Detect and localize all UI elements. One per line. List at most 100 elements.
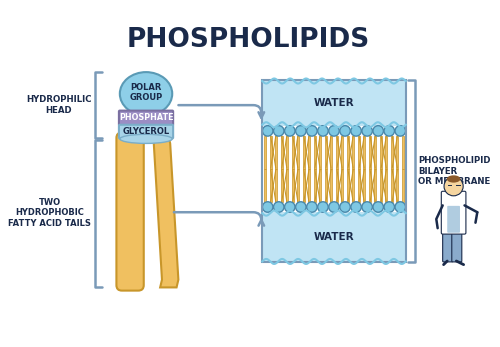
FancyBboxPatch shape	[402, 169, 404, 202]
FancyBboxPatch shape	[330, 136, 332, 169]
FancyBboxPatch shape	[275, 169, 277, 202]
Circle shape	[373, 202, 384, 212]
FancyBboxPatch shape	[330, 169, 332, 202]
Circle shape	[274, 202, 284, 212]
Text: TWO
HYDROPHOBIC
FATTY ACID TAILS: TWO HYDROPHOBIC FATTY ACID TAILS	[8, 198, 91, 228]
Circle shape	[329, 202, 339, 212]
FancyBboxPatch shape	[286, 136, 288, 169]
FancyBboxPatch shape	[363, 136, 365, 169]
FancyBboxPatch shape	[280, 136, 282, 169]
FancyBboxPatch shape	[116, 133, 144, 290]
FancyBboxPatch shape	[325, 136, 327, 169]
FancyBboxPatch shape	[314, 136, 316, 169]
FancyBboxPatch shape	[352, 169, 354, 202]
FancyBboxPatch shape	[280, 169, 282, 202]
FancyBboxPatch shape	[347, 169, 349, 202]
FancyBboxPatch shape	[341, 136, 343, 169]
FancyBboxPatch shape	[303, 136, 305, 169]
FancyBboxPatch shape	[374, 136, 376, 169]
FancyBboxPatch shape	[386, 169, 388, 202]
Circle shape	[284, 126, 295, 136]
FancyBboxPatch shape	[363, 169, 365, 202]
FancyBboxPatch shape	[369, 136, 371, 169]
FancyBboxPatch shape	[325, 169, 327, 202]
Circle shape	[373, 126, 384, 136]
FancyBboxPatch shape	[286, 169, 288, 202]
Circle shape	[262, 126, 273, 136]
Circle shape	[395, 202, 406, 212]
FancyBboxPatch shape	[314, 169, 316, 202]
FancyBboxPatch shape	[396, 136, 398, 169]
FancyBboxPatch shape	[262, 126, 406, 212]
Text: PHOSPHOLIPID
BILAYER
OR MEMBRANE: PHOSPHOLIPID BILAYER OR MEMBRANE	[418, 156, 490, 186]
FancyBboxPatch shape	[308, 136, 310, 169]
Circle shape	[351, 202, 362, 212]
FancyBboxPatch shape	[319, 136, 321, 169]
Circle shape	[296, 202, 306, 212]
FancyBboxPatch shape	[347, 136, 349, 169]
FancyBboxPatch shape	[303, 169, 305, 202]
Circle shape	[384, 126, 394, 136]
Circle shape	[340, 202, 350, 212]
FancyBboxPatch shape	[447, 206, 460, 233]
FancyBboxPatch shape	[442, 232, 452, 262]
Text: WATER: WATER	[314, 98, 354, 108]
FancyBboxPatch shape	[402, 136, 404, 169]
FancyBboxPatch shape	[358, 136, 360, 169]
FancyBboxPatch shape	[119, 125, 173, 138]
FancyBboxPatch shape	[380, 169, 382, 202]
Text: GLYCEROL: GLYCEROL	[122, 127, 170, 136]
Circle shape	[395, 126, 406, 136]
FancyBboxPatch shape	[380, 136, 382, 169]
FancyBboxPatch shape	[442, 191, 466, 234]
Text: POLAR
GROUP: POLAR GROUP	[130, 83, 162, 102]
FancyBboxPatch shape	[119, 111, 173, 125]
FancyBboxPatch shape	[452, 232, 462, 262]
FancyBboxPatch shape	[386, 136, 388, 169]
Circle shape	[274, 126, 284, 136]
FancyBboxPatch shape	[270, 136, 272, 169]
FancyBboxPatch shape	[264, 169, 266, 202]
Circle shape	[384, 202, 394, 212]
FancyBboxPatch shape	[262, 212, 406, 262]
Circle shape	[318, 202, 328, 212]
FancyBboxPatch shape	[297, 136, 299, 169]
Circle shape	[351, 126, 362, 136]
FancyBboxPatch shape	[319, 169, 321, 202]
FancyBboxPatch shape	[341, 169, 343, 202]
FancyBboxPatch shape	[391, 136, 393, 169]
Circle shape	[362, 202, 372, 212]
Text: HYDROPHILIC
HEAD: HYDROPHILIC HEAD	[26, 95, 92, 115]
FancyBboxPatch shape	[308, 169, 310, 202]
FancyBboxPatch shape	[292, 136, 294, 169]
Ellipse shape	[447, 175, 460, 183]
Circle shape	[306, 202, 317, 212]
Polygon shape	[154, 136, 178, 287]
FancyBboxPatch shape	[369, 169, 371, 202]
Bar	[262, 80, 406, 262]
FancyBboxPatch shape	[264, 136, 266, 169]
FancyBboxPatch shape	[396, 169, 398, 202]
Text: WATER: WATER	[314, 232, 354, 242]
FancyBboxPatch shape	[358, 169, 360, 202]
Text: PHOSPHOLIPIDS: PHOSPHOLIPIDS	[127, 27, 370, 53]
Circle shape	[284, 202, 295, 212]
FancyBboxPatch shape	[262, 80, 406, 126]
FancyBboxPatch shape	[336, 136, 338, 169]
FancyBboxPatch shape	[275, 136, 277, 169]
FancyBboxPatch shape	[297, 169, 299, 202]
FancyBboxPatch shape	[336, 169, 338, 202]
FancyBboxPatch shape	[292, 169, 294, 202]
Ellipse shape	[120, 72, 172, 116]
FancyBboxPatch shape	[352, 136, 354, 169]
FancyBboxPatch shape	[374, 169, 376, 202]
FancyBboxPatch shape	[391, 169, 393, 202]
Circle shape	[296, 126, 306, 136]
Circle shape	[444, 177, 463, 196]
Circle shape	[262, 202, 273, 212]
Circle shape	[362, 126, 372, 136]
Circle shape	[318, 126, 328, 136]
Circle shape	[306, 126, 317, 136]
Ellipse shape	[120, 134, 172, 143]
Text: PHOSPHATE: PHOSPHATE	[119, 113, 174, 122]
